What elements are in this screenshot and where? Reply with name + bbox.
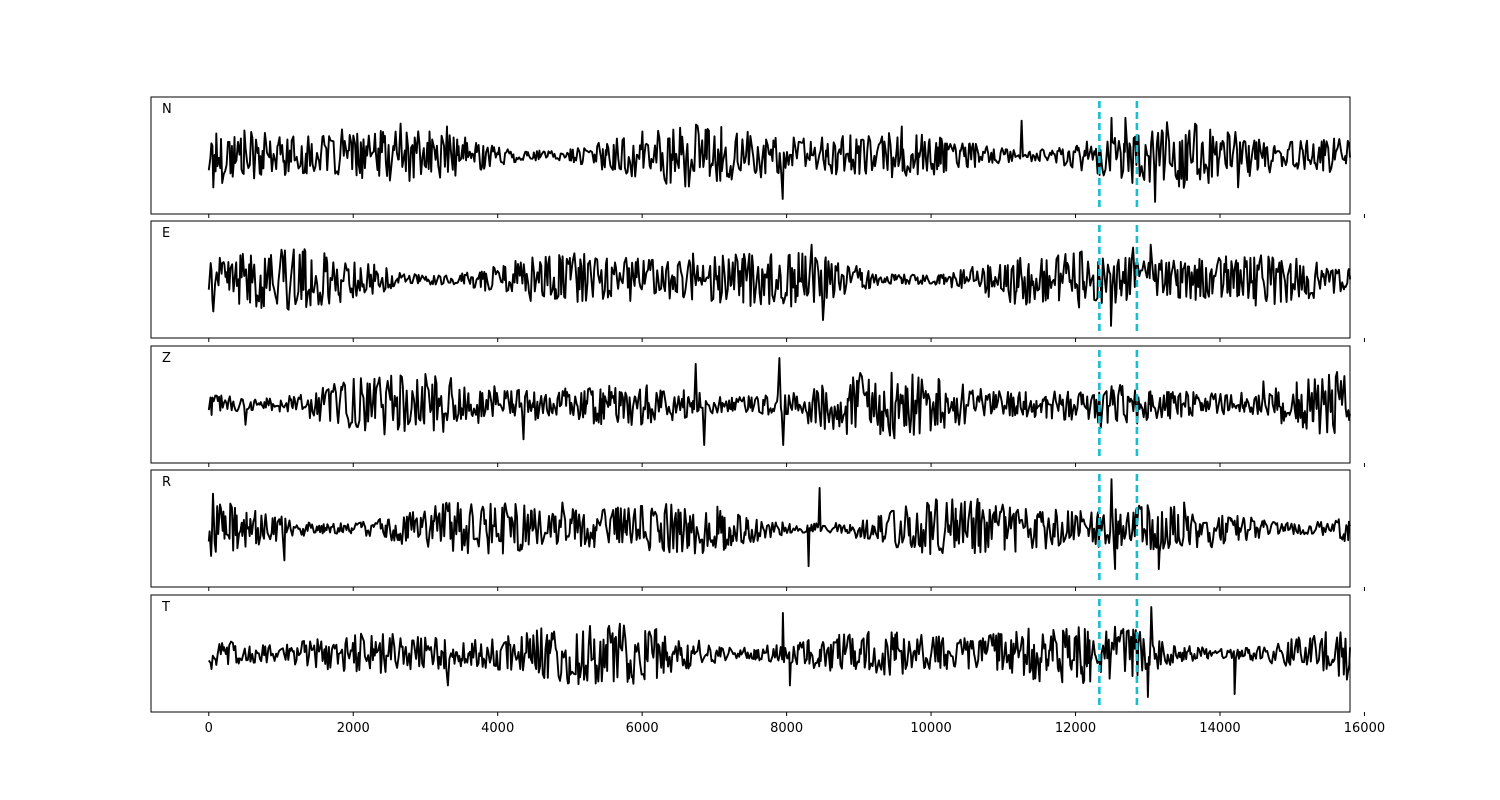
x-tick-label: 0	[205, 721, 213, 736]
waveform-trace	[207, 116, 1351, 203]
panel-label: E	[162, 226, 170, 241]
panel-r: R	[150, 469, 1365, 591]
waveform-trace	[207, 478, 1351, 571]
panel-label: T	[161, 600, 170, 615]
x-tick-label: 8000	[770, 721, 803, 736]
panel-e: E	[150, 220, 1365, 342]
x-tick-label: 6000	[626, 721, 659, 736]
x-tick-label: 14000	[1199, 721, 1240, 736]
panel-z: Z	[150, 345, 1365, 467]
x-tick-label: 12000	[1055, 721, 1096, 736]
waveform-trace	[207, 357, 1351, 447]
panels-layer: N E Z R T	[150, 96, 1365, 713]
x-tick-label: 16000	[1344, 721, 1385, 736]
panel-n: N	[150, 96, 1365, 218]
x-tick-label: 10000	[910, 721, 951, 736]
waveform-trace	[208, 606, 1351, 698]
x-axis: 0 2000 4000 6000 8000 10000 12000 14000 16000	[205, 712, 1385, 736]
panel-label: N	[162, 102, 172, 117]
waveform-trace	[207, 243, 1351, 327]
panel-label: R	[162, 475, 171, 490]
x-tick-label: 2000	[337, 721, 370, 736]
panel-t: T	[150, 594, 1351, 713]
x-tick-label: 4000	[481, 721, 514, 736]
panel-label: Z	[162, 351, 171, 366]
